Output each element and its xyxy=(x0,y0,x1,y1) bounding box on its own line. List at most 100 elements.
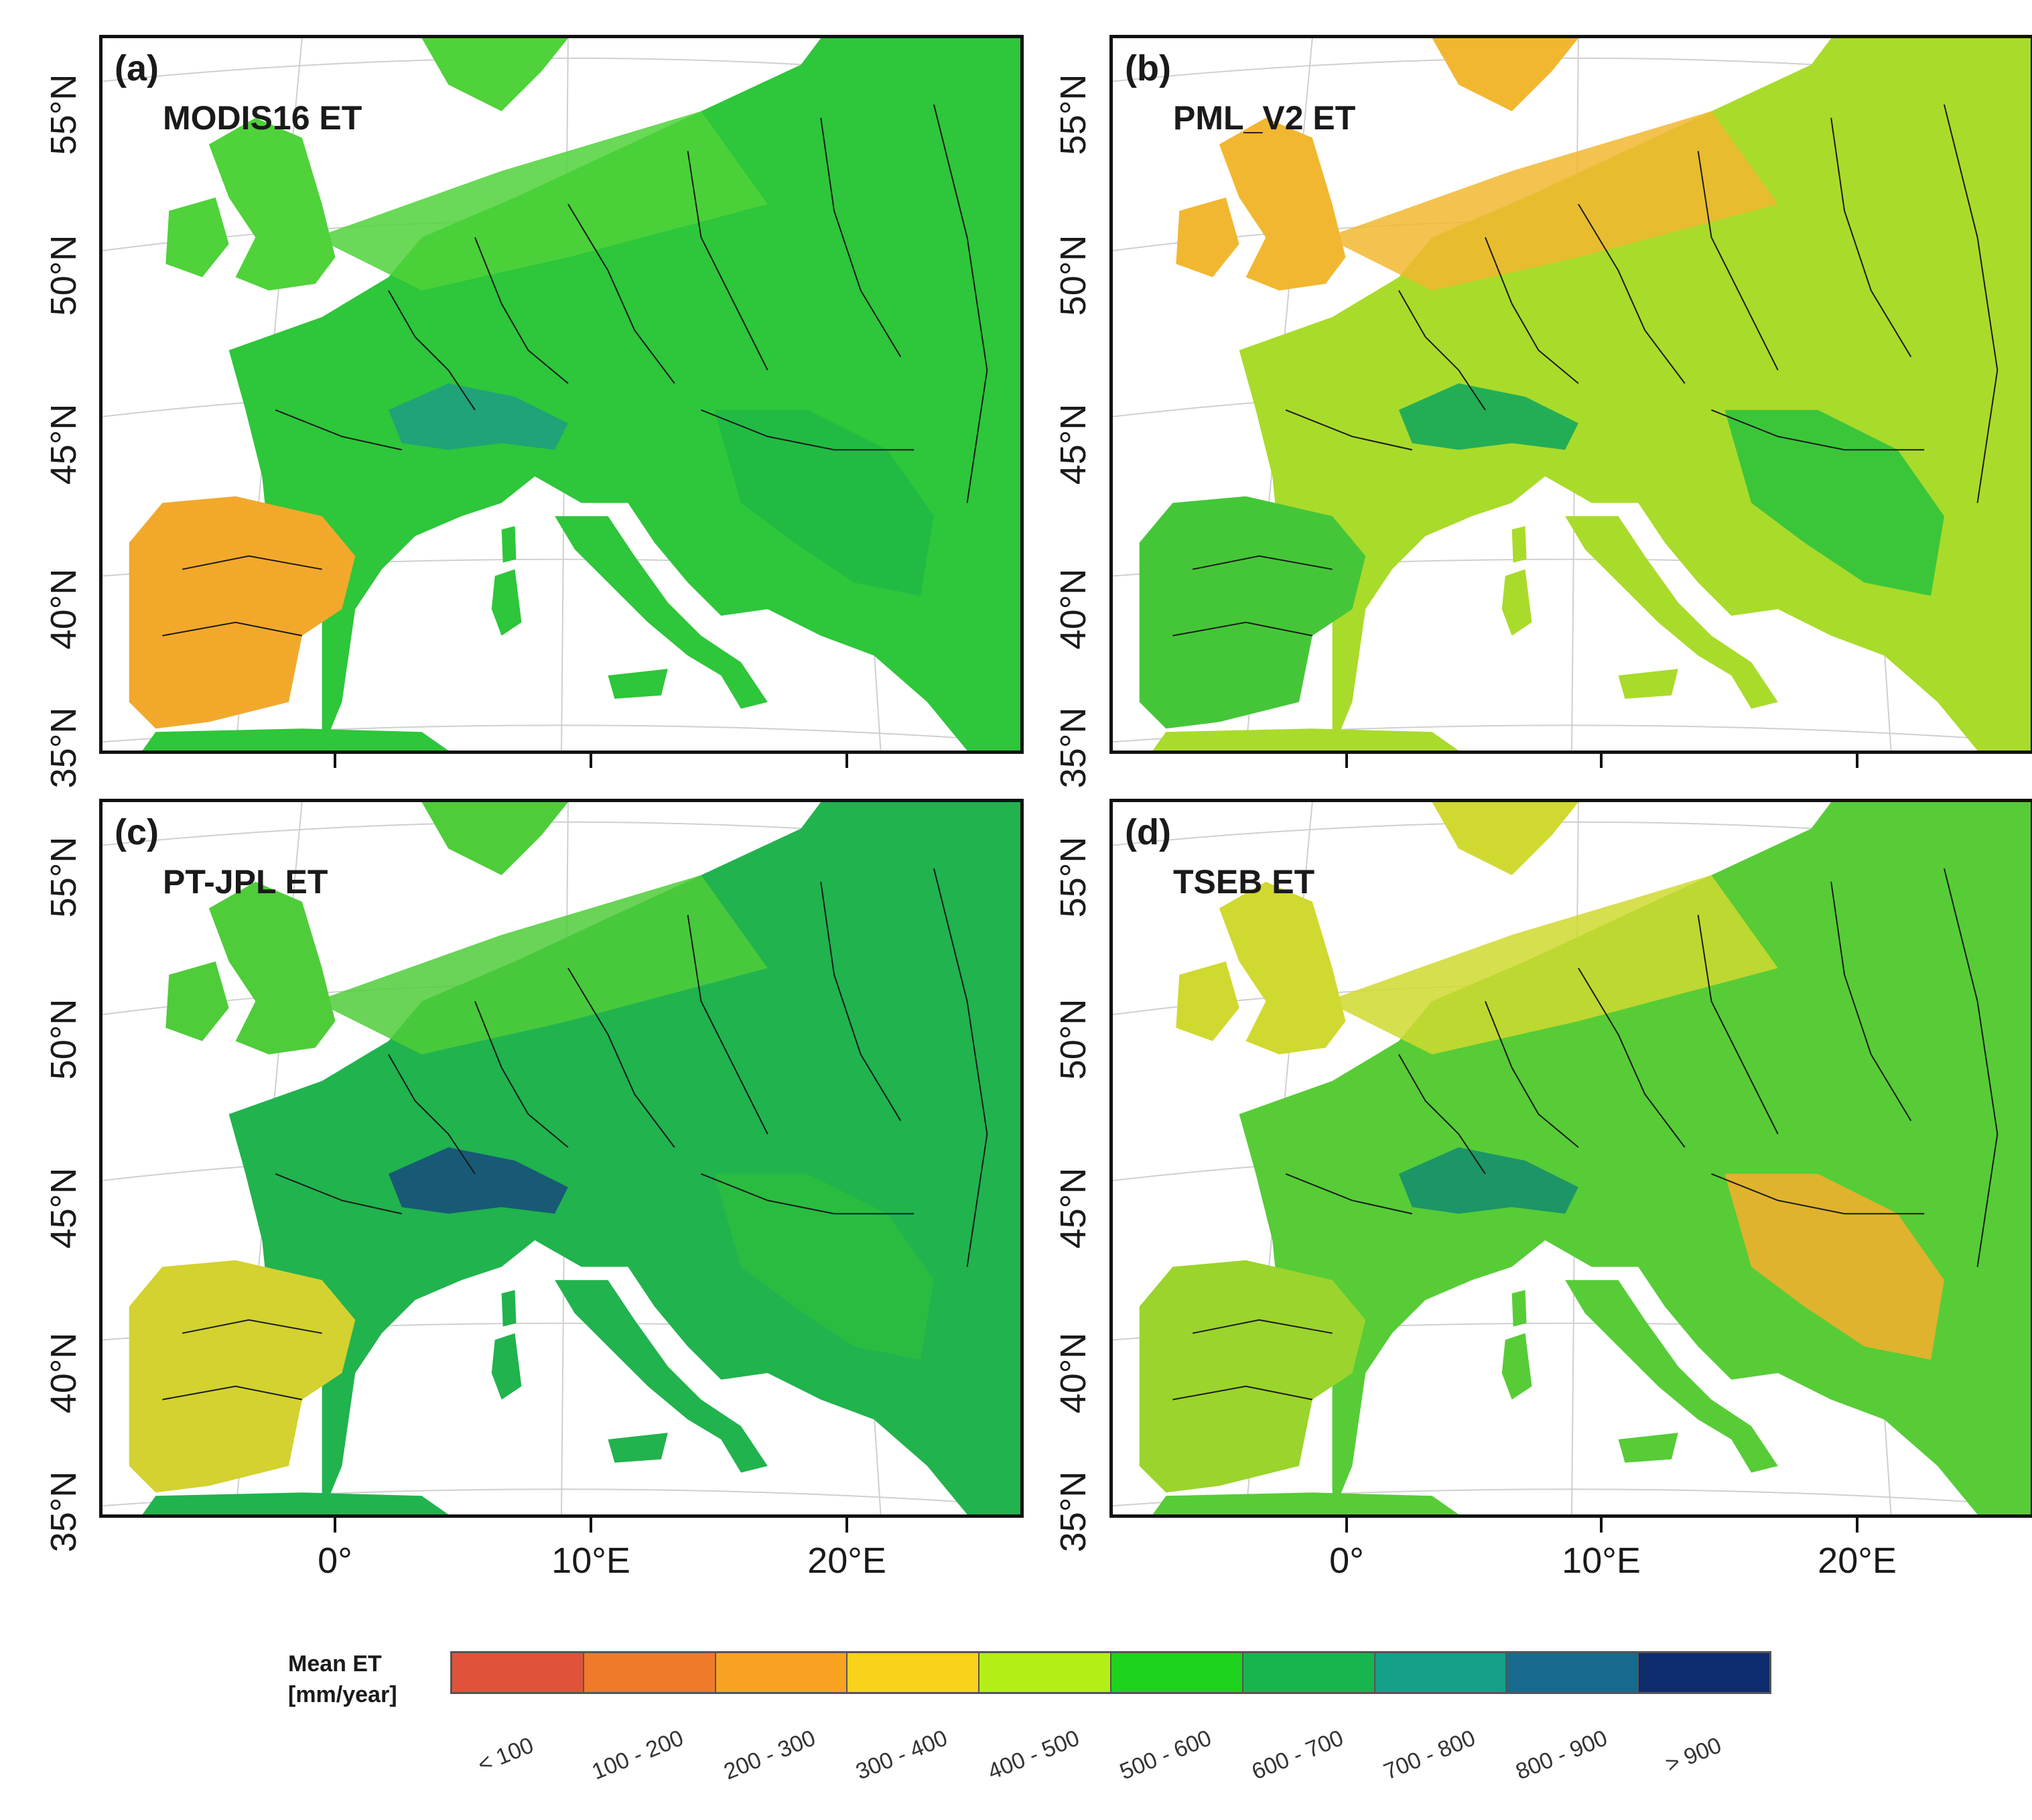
region-east xyxy=(714,409,934,596)
lon-tick xyxy=(1856,1518,1858,1533)
lon-label-20e: 20°E xyxy=(1818,1541,1897,1581)
legend-title: Mean ET [mm/year] xyxy=(288,1648,397,1710)
country-border xyxy=(474,237,569,384)
landmass-mainland xyxy=(228,38,1020,751)
landmass-sardinia xyxy=(491,1333,522,1400)
panel-title: PT-JPL ET xyxy=(163,863,328,901)
landmass-sicily xyxy=(608,669,668,699)
landmass-scandinavia xyxy=(421,38,568,111)
lat-label-50: 50°N xyxy=(44,998,84,1080)
lon-tick xyxy=(1856,753,1858,768)
country-border xyxy=(1578,968,1686,1148)
landmass-corsica xyxy=(501,526,517,563)
region-alps xyxy=(1398,1147,1578,1214)
landmass-britain xyxy=(208,881,336,1055)
country-border xyxy=(1192,1319,1333,1334)
landmass-sardinia xyxy=(491,569,522,636)
legend-title-line2: [mm/year] xyxy=(288,1682,397,1707)
landmass-mainland xyxy=(1239,38,2031,751)
lat-label-40: 40°N xyxy=(1053,568,1093,650)
landmass-italy xyxy=(1565,516,1778,709)
country-border xyxy=(1398,1053,1486,1175)
lon-label-20e: 20°E xyxy=(807,1541,886,1581)
country-border xyxy=(1172,1385,1313,1401)
landmass-corsica xyxy=(1511,1290,1527,1327)
landmass-sardinia xyxy=(1501,569,1532,636)
lat-label-55: 55°N xyxy=(1053,836,1093,918)
legend-label: > 900 xyxy=(1662,1732,1725,1778)
landmass-italy xyxy=(1565,1280,1778,1473)
country-border xyxy=(1172,621,1313,637)
legend-swatch xyxy=(1243,1653,1375,1692)
lon-tick xyxy=(590,753,592,768)
legend-label: 400 - 500 xyxy=(984,1725,1083,1785)
region-alps xyxy=(1398,383,1578,450)
landmass-north-africa xyxy=(142,728,449,751)
legend-swatch xyxy=(1375,1653,1507,1692)
lon-tick xyxy=(1600,1518,1603,1533)
lat-label-35: 35°N xyxy=(1053,1471,1093,1553)
country-border xyxy=(1943,868,1999,1267)
region-east xyxy=(1724,409,1944,596)
country-border xyxy=(567,204,675,384)
lat-label-50: 50°N xyxy=(1053,235,1093,316)
lat-label-55: 55°N xyxy=(44,74,84,155)
region-east xyxy=(1724,1173,1944,1360)
region-alps xyxy=(388,1147,568,1214)
legend-label: 500 - 600 xyxy=(1116,1725,1215,1785)
landmass-corsica xyxy=(501,1290,517,1327)
country-border xyxy=(567,968,675,1148)
map-panel-c: (c) PT-JPL ET xyxy=(99,799,1024,1518)
landmass-scandinavia xyxy=(1432,802,1578,875)
legend-colorbar xyxy=(450,1651,1771,1694)
legend-swatch xyxy=(1639,1653,1769,1692)
legend-swatch xyxy=(979,1653,1111,1692)
legend-swatch xyxy=(1111,1653,1243,1692)
landmass-north-africa xyxy=(1152,1492,1459,1514)
map-panel-a: (a) MODIS16 ET xyxy=(99,35,1024,754)
lon-tick xyxy=(1345,1518,1348,1533)
legend-label: 700 - 800 xyxy=(1380,1725,1479,1785)
legend-label: 600 - 700 xyxy=(1248,1725,1347,1785)
lon-tick xyxy=(845,1518,848,1533)
landmass-iberia xyxy=(1139,496,1366,729)
panel-tag: (b) xyxy=(1125,48,1171,88)
country-border xyxy=(1697,151,1779,371)
country-border xyxy=(820,117,902,358)
landmass-corsica xyxy=(1511,526,1527,563)
lat-label-40: 40°N xyxy=(44,568,84,650)
region-east xyxy=(714,1173,934,1360)
lat-label-40: 40°N xyxy=(44,1332,84,1414)
panel-title: MODIS16 ET xyxy=(163,99,362,137)
panel-title: TSEB ET xyxy=(1173,863,1315,901)
country-border xyxy=(820,881,902,1122)
landmass-sardinia xyxy=(1501,1333,1532,1400)
lat-label-40: 40°N xyxy=(1053,1332,1093,1414)
panel-title: PML_V2 ET xyxy=(1173,99,1356,137)
region-north xyxy=(1325,111,1778,291)
landmass-italy xyxy=(555,516,768,709)
landmass-scandinavia xyxy=(1432,38,1578,111)
legend-swatch xyxy=(584,1653,716,1692)
lat-label-50: 50°N xyxy=(1053,998,1093,1080)
landmass-ireland xyxy=(1176,197,1239,277)
lon-tick xyxy=(590,1518,592,1533)
legend-label: 800 - 900 xyxy=(1512,1725,1611,1785)
lon-tick xyxy=(1345,753,1348,768)
panel-tag: (d) xyxy=(1125,812,1171,852)
lat-label-35: 35°N xyxy=(1053,707,1093,789)
landmass-scandinavia xyxy=(421,802,568,875)
country-border xyxy=(1943,104,1999,503)
region-north xyxy=(315,111,768,291)
country-border xyxy=(701,1173,915,1215)
landmass-north-africa xyxy=(142,1492,449,1514)
legend-title-line1: Mean ET xyxy=(288,1651,382,1677)
country-border xyxy=(162,1385,303,1401)
landmass-iberia xyxy=(1139,1260,1366,1493)
country-border xyxy=(687,151,768,371)
landmass-mainland xyxy=(1239,802,2031,1514)
country-border xyxy=(1711,409,1925,451)
country-border xyxy=(1485,237,1579,384)
legend-swatch xyxy=(1507,1653,1639,1692)
lon-label-10e: 10°E xyxy=(551,1541,630,1581)
